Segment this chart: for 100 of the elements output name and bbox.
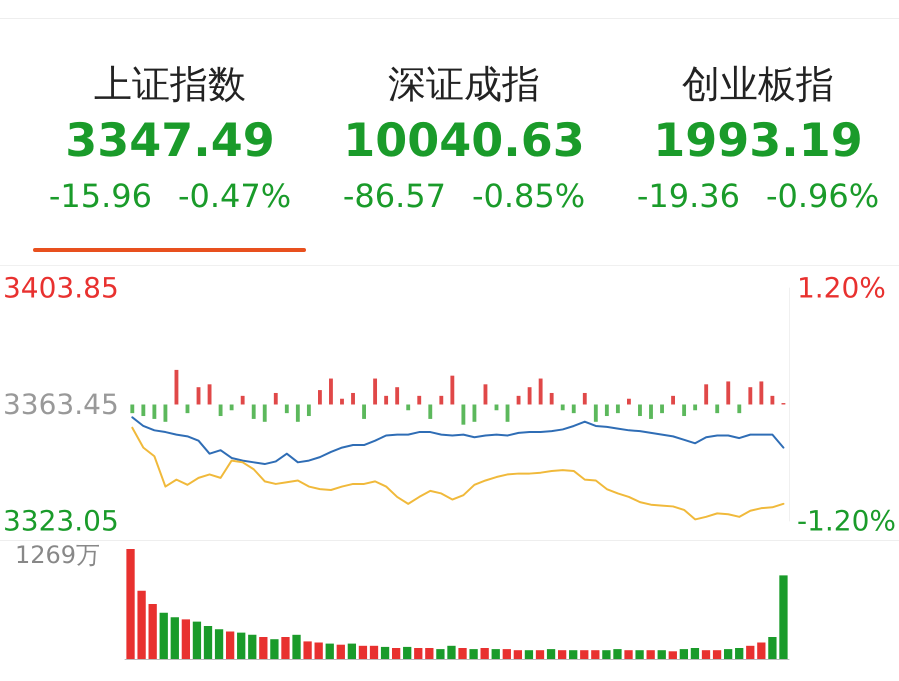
bar — [660, 404, 664, 414]
bar — [126, 549, 135, 659]
bar — [403, 646, 412, 659]
bar — [546, 649, 556, 659]
bar — [724, 649, 732, 659]
y-tick-label: 3363.45 — [2, 388, 119, 421]
text: 3347.49 — [64, 112, 276, 169]
bar — [192, 622, 202, 659]
bar — [163, 404, 168, 422]
bar — [480, 648, 489, 659]
text: -0.47% — [178, 177, 292, 215]
bar — [425, 648, 434, 659]
bar — [395, 387, 400, 404]
bar — [649, 404, 653, 419]
bar — [658, 650, 666, 659]
bar — [704, 384, 708, 404]
bar — [214, 629, 224, 659]
bar — [218, 404, 223, 416]
bar — [336, 644, 345, 659]
bar — [174, 370, 178, 404]
bar — [259, 637, 268, 659]
bar — [582, 392, 587, 404]
bar — [550, 392, 554, 404]
bar — [746, 646, 754, 659]
bar — [447, 646, 456, 659]
bar — [613, 649, 622, 659]
y-tick-label: 3403.85 — [2, 272, 119, 304]
bar — [306, 404, 311, 416]
text: 深证成指 — [387, 61, 541, 108]
bar — [735, 648, 744, 659]
bar — [208, 384, 212, 404]
bar — [693, 404, 698, 410]
y-tick-label: 3323.05 — [2, 504, 119, 538]
text: -86.57 — [342, 177, 446, 215]
bar — [186, 404, 190, 414]
bar — [226, 632, 234, 659]
bar — [779, 575, 788, 659]
text: -0.85% — [472, 177, 586, 215]
bar — [682, 404, 686, 416]
bar — [270, 639, 279, 659]
bar — [569, 650, 578, 659]
text: 上证指数 — [93, 61, 247, 108]
text: 1993.19 — [652, 112, 864, 169]
bar — [248, 634, 256, 659]
bar — [748, 387, 752, 404]
bar — [635, 650, 644, 659]
bar — [314, 642, 323, 659]
bar — [624, 650, 633, 659]
bar — [351, 392, 355, 404]
bar — [392, 648, 400, 659]
bar — [428, 404, 432, 419]
text: 10040.63 — [342, 112, 586, 169]
bar — [646, 650, 655, 659]
bar — [204, 626, 212, 659]
bar — [182, 619, 190, 659]
bar — [450, 376, 454, 404]
y2-tick-label: 1.20% — [796, 272, 886, 304]
bar — [237, 632, 246, 659]
line-series — [131, 426, 784, 520]
bar — [461, 404, 466, 425]
bar — [380, 646, 390, 659]
bar — [616, 404, 620, 414]
bar — [494, 404, 498, 410]
bar — [358, 646, 368, 659]
text: -19.36 — [636, 177, 740, 215]
bar — [712, 650, 722, 659]
bar — [506, 404, 510, 422]
bar — [680, 649, 688, 659]
bar — [362, 404, 366, 419]
bar — [148, 604, 157, 659]
bar — [538, 378, 543, 404]
bar — [560, 404, 565, 410]
bar — [671, 396, 675, 404]
bar — [524, 650, 534, 659]
bar — [536, 650, 544, 659]
bar — [759, 381, 764, 404]
bar — [484, 384, 488, 404]
bar — [370, 646, 378, 659]
bar — [160, 612, 168, 659]
bar — [770, 396, 774, 404]
bar — [281, 637, 290, 659]
bar — [668, 651, 677, 659]
bar — [240, 396, 245, 404]
bar — [690, 648, 700, 659]
text: 创业板指 — [681, 61, 835, 108]
bar — [406, 404, 410, 410]
bar — [196, 387, 200, 404]
bar — [638, 404, 642, 416]
bar — [414, 648, 422, 659]
bar — [373, 378, 378, 404]
bar — [252, 404, 256, 419]
bar — [292, 634, 301, 659]
bar — [591, 650, 600, 659]
bar — [558, 650, 566, 659]
bar — [458, 648, 467, 659]
bar — [436, 649, 445, 659]
bar — [702, 650, 710, 659]
y2-tick-label: -1.20% — [796, 504, 896, 538]
bar — [626, 398, 631, 404]
bar — [514, 650, 522, 659]
